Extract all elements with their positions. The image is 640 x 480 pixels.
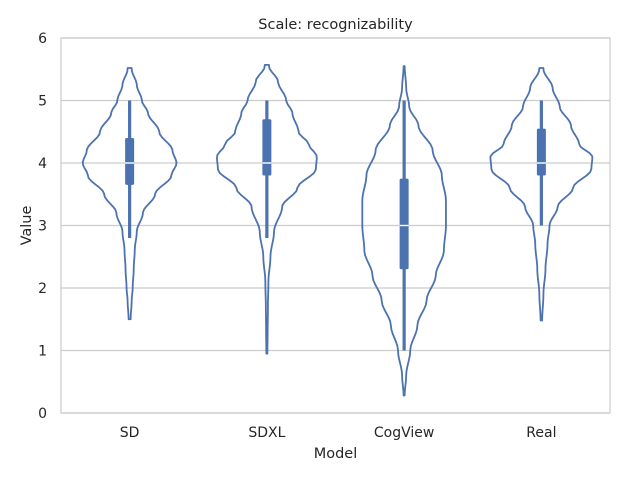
y-tick-label: 3 bbox=[38, 219, 47, 235]
x-tick-label: CogView bbox=[374, 425, 434, 441]
violin-body bbox=[361, 65, 447, 397]
violin-cogview bbox=[361, 65, 447, 397]
chart-title: Scale: recognizability bbox=[258, 17, 413, 33]
y-tick-label: 2 bbox=[38, 281, 47, 297]
iqr-box bbox=[536, 128, 546, 176]
violin-sdxl bbox=[216, 63, 318, 355]
plot-frame bbox=[60, 37, 611, 414]
x-tick-label: SD bbox=[120, 425, 140, 441]
y-tick-label: 0 bbox=[38, 406, 47, 422]
iqr-box bbox=[399, 178, 409, 270]
x-tick-label: SDXL bbox=[248, 425, 285, 441]
violin-body bbox=[216, 63, 318, 355]
y-tick-label: 6 bbox=[38, 31, 47, 47]
violin-sd bbox=[81, 67, 178, 321]
y-tick-label: 1 bbox=[38, 344, 47, 360]
violin-real bbox=[489, 67, 594, 322]
y-tick-label: 4 bbox=[38, 156, 47, 172]
iqr-box bbox=[125, 138, 135, 185]
iqr-box bbox=[262, 119, 272, 176]
x-tick-labels: SD SDXL CogView Real bbox=[120, 425, 557, 441]
x-axis-label: Model bbox=[314, 446, 358, 462]
y-tick-labels: 0 1 2 3 4 5 6 bbox=[38, 31, 47, 422]
y-tick-label: 5 bbox=[38, 94, 47, 110]
x-tick-label: Real bbox=[526, 425, 556, 441]
violin-body bbox=[489, 67, 594, 322]
violins bbox=[81, 63, 594, 397]
violin-body bbox=[81, 67, 178, 321]
y-axis-label: Value bbox=[19, 206, 35, 246]
